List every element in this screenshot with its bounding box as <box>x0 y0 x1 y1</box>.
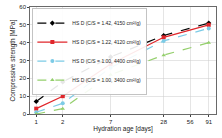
svg-text:50: 50 <box>19 22 26 28</box>
svg-text:20: 20 <box>19 75 26 81</box>
svg-text:Compressive strength [MPa]: Compressive strength [MPa] <box>9 19 17 101</box>
svg-text:40: 40 <box>19 40 26 46</box>
svg-text:HS D (C/S = 1.00, 4400 cm²/g): HS D (C/S = 1.00, 4400 cm²/g) <box>72 58 141 64</box>
svg-text:2: 2 <box>61 119 65 125</box>
svg-text:0: 0 <box>23 111 27 117</box>
svg-text:91: 91 <box>205 119 212 125</box>
svg-text:HS D (C/S = 1.42, 4150 cm²/g): HS D (C/S = 1.42, 4150 cm²/g) <box>72 20 141 26</box>
svg-text:Hydration age [days]: Hydration age [days] <box>93 125 153 133</box>
svg-text:28: 28 <box>160 119 167 125</box>
svg-text:30: 30 <box>19 58 26 64</box>
svg-text:10: 10 <box>19 93 26 99</box>
svg-text:60: 60 <box>19 4 26 10</box>
svg-text:56: 56 <box>187 119 194 125</box>
svg-text:7: 7 <box>109 119 113 125</box>
svg-text:1: 1 <box>35 119 39 125</box>
svg-text:HS D (C/S = 1.22, 4120 cm²/g): HS D (C/S = 1.22, 4120 cm²/g) <box>72 39 141 45</box>
svg-text:HS D (C/S = 1.00, 3400 cm²/g): HS D (C/S = 1.00, 3400 cm²/g) <box>72 77 141 83</box>
